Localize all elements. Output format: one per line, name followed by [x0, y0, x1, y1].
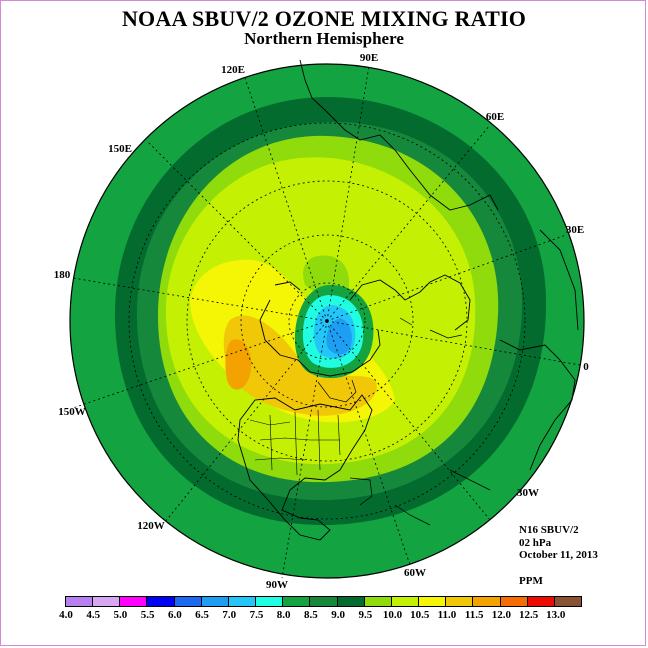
lon-label-150e: 150E [108, 143, 132, 155]
colorbar-tick-label: 9.5 [358, 609, 373, 621]
colorbar-swatch [500, 597, 528, 606]
pressure-level-label: 02 hPa [519, 536, 552, 549]
ozone-field [70, 64, 584, 578]
colorbar-tick-label: 10.0 [382, 609, 403, 621]
lon-label-90e: 90E [360, 52, 378, 64]
colorbar-tick-label: 6.0 [167, 609, 182, 621]
arctic-coast [259, 281, 381, 377]
band-11.5-12.0 [225, 339, 252, 390]
eurasia-coast [299, 59, 579, 331]
colorbar-tick-label: 6.5 [195, 609, 209, 621]
lon-label-150w: 150W [58, 406, 86, 418]
map-subtitle: Northern Hemisphere [244, 29, 404, 48]
colorbar-tick-label: 10.5 [410, 609, 430, 621]
map-title: NOAA SBUV/2 OZONE MIXING RATIO [121, 6, 527, 31]
band-11.0-11.5 [223, 315, 377, 416]
colorbar-tick-label: 7.0 [222, 609, 237, 621]
colorbar-swatch [201, 597, 229, 606]
colorbar-tick-label: 4.5 [86, 609, 101, 621]
meridian-90w [281, 320, 328, 579]
colorbar-swatch [419, 597, 447, 606]
islands [317, 317, 463, 403]
coastlines [237, 59, 579, 541]
europe-coast [499, 339, 576, 471]
meridian-30e [326, 234, 567, 322]
colorbar-swatch [473, 597, 501, 606]
colorbar-tick-labels: 4.0 4.5 5.0 5.5 6.0 6.5 7.0 7.5 8.0 8.5 9.0 9.5 10.0… [59, 609, 583, 623]
colorbar-tick-label: 9.0 [331, 609, 345, 621]
colorbar-tick-label: 4.0 [59, 609, 73, 621]
colorbar-tick-label: 12.0 [491, 609, 511, 621]
colorbar [65, 596, 582, 607]
colorbar-swatch [66, 597, 94, 606]
lon-label-30w: 30W [517, 487, 539, 499]
us-state-lines [249, 409, 341, 476]
colorbar-tick-label: 7.5 [249, 609, 264, 621]
colorbar-tick-label: 5.0 [113, 609, 128, 621]
lat-circle-60 [240, 234, 414, 408]
lon-label-180: 180 [54, 269, 71, 281]
units-label: PPM [519, 574, 543, 587]
lon-label-90w: 90W [266, 579, 288, 591]
colorbar-swatch [283, 597, 311, 606]
map-boundary [69, 63, 585, 579]
lon-label-120e: 120E [221, 64, 245, 76]
colorbar-swatch [527, 597, 555, 606]
meridian-120w [164, 320, 328, 523]
colorbar-tick-label: 5.5 [140, 609, 155, 621]
date-label: October 11, 2013 [519, 549, 598, 561]
colorbar-swatch [446, 597, 474, 606]
meridian-90e [326, 65, 370, 322]
colorbar-swatch [174, 597, 202, 606]
colorbar-swatch [310, 597, 338, 606]
colorbar-swatch [93, 597, 121, 606]
lon-label-60w: 60W [404, 567, 426, 579]
colorbar-swatch [147, 597, 175, 606]
colorbar-swatch [554, 597, 581, 606]
colorbar-tick-label: 11.5 [464, 609, 484, 621]
info-block: N16 SBUV/2 02 hPa October 11, 2013 PPM [519, 524, 598, 587]
colorbar-swatch [256, 597, 284, 606]
vortex-6.5 [326, 318, 352, 355]
graticule [72, 65, 581, 579]
colorbar-swatch [228, 597, 257, 606]
longitude-labels: 90E 60E 30E 0 30W 60W 90W 120W 150W 180 … [54, 52, 590, 591]
colorbar-tick-label: 8.0 [276, 609, 291, 621]
lon-label-0: 0 [583, 361, 589, 373]
colorbar-tick-label: 11.0 [437, 609, 457, 621]
colorbar-swatch [364, 597, 392, 606]
atlantic-coasts [349, 469, 491, 526]
lat-circle-40 [186, 180, 468, 462]
colorbar-tick-label: 12.5 [518, 609, 539, 621]
colorbar-tick-label: 8.5 [304, 609, 318, 621]
instrument-label: N16 SBUV/2 [519, 524, 579, 536]
colorbar-swatch [120, 597, 148, 606]
meridian-150e [147, 141, 328, 322]
lat-circle-80 [288, 282, 366, 360]
colorbar-swatch [337, 597, 365, 606]
siberia-coast [349, 274, 471, 331]
lon-label-30e: 30E [566, 224, 584, 236]
lat-circle-20 [128, 122, 526, 520]
lon-label-60e: 60E [486, 111, 504, 123]
colorbar-swatch [391, 597, 420, 606]
lon-label-120w: 120W [137, 520, 165, 532]
north-america-coast [237, 394, 373, 541]
colorbar-tick-label: 13.0 [546, 609, 566, 621]
